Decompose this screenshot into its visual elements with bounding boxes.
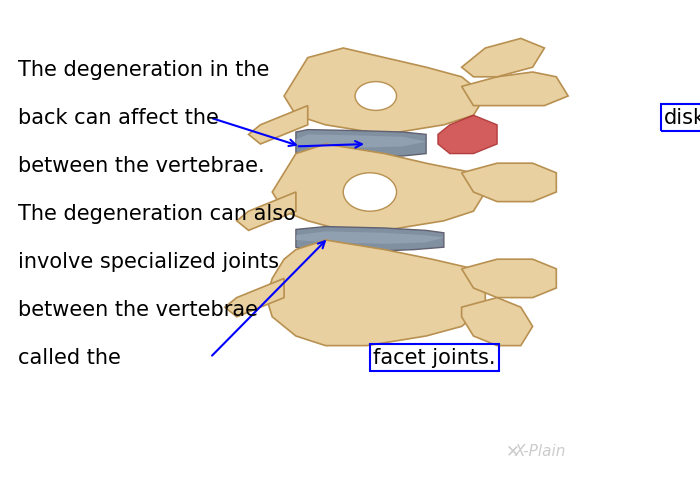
Polygon shape [237,192,296,230]
Polygon shape [248,106,308,144]
Text: disk: disk [664,108,700,128]
Text: facet joints.: facet joints. [373,348,496,368]
Polygon shape [296,134,426,148]
FancyArrowPatch shape [299,141,362,148]
Polygon shape [266,240,485,346]
Text: back can affect the: back can affect the [18,108,225,128]
Polygon shape [272,144,485,230]
Polygon shape [461,298,533,346]
Polygon shape [461,38,545,77]
Text: ✕: ✕ [506,442,520,460]
FancyArrowPatch shape [212,241,325,356]
Polygon shape [225,278,284,317]
Polygon shape [284,48,485,134]
Text: X-Plain: X-Plain [515,444,566,459]
Text: between the vertebrae.: between the vertebrae. [18,156,265,176]
FancyArrowPatch shape [213,119,296,146]
Text: called the: called the [18,348,127,368]
Polygon shape [438,115,497,154]
Text: The degeneration can also: The degeneration can also [18,204,295,224]
Ellipse shape [343,173,396,211]
Ellipse shape [355,82,396,110]
Polygon shape [461,163,556,202]
Polygon shape [296,227,444,252]
Polygon shape [461,259,556,298]
Polygon shape [296,231,444,244]
Polygon shape [296,130,426,157]
Polygon shape [461,72,568,106]
Text: The degeneration in the: The degeneration in the [18,60,269,80]
Text: between the vertebrae: between the vertebrae [18,300,258,320]
Text: involve specialized joints: involve specialized joints [18,252,279,272]
